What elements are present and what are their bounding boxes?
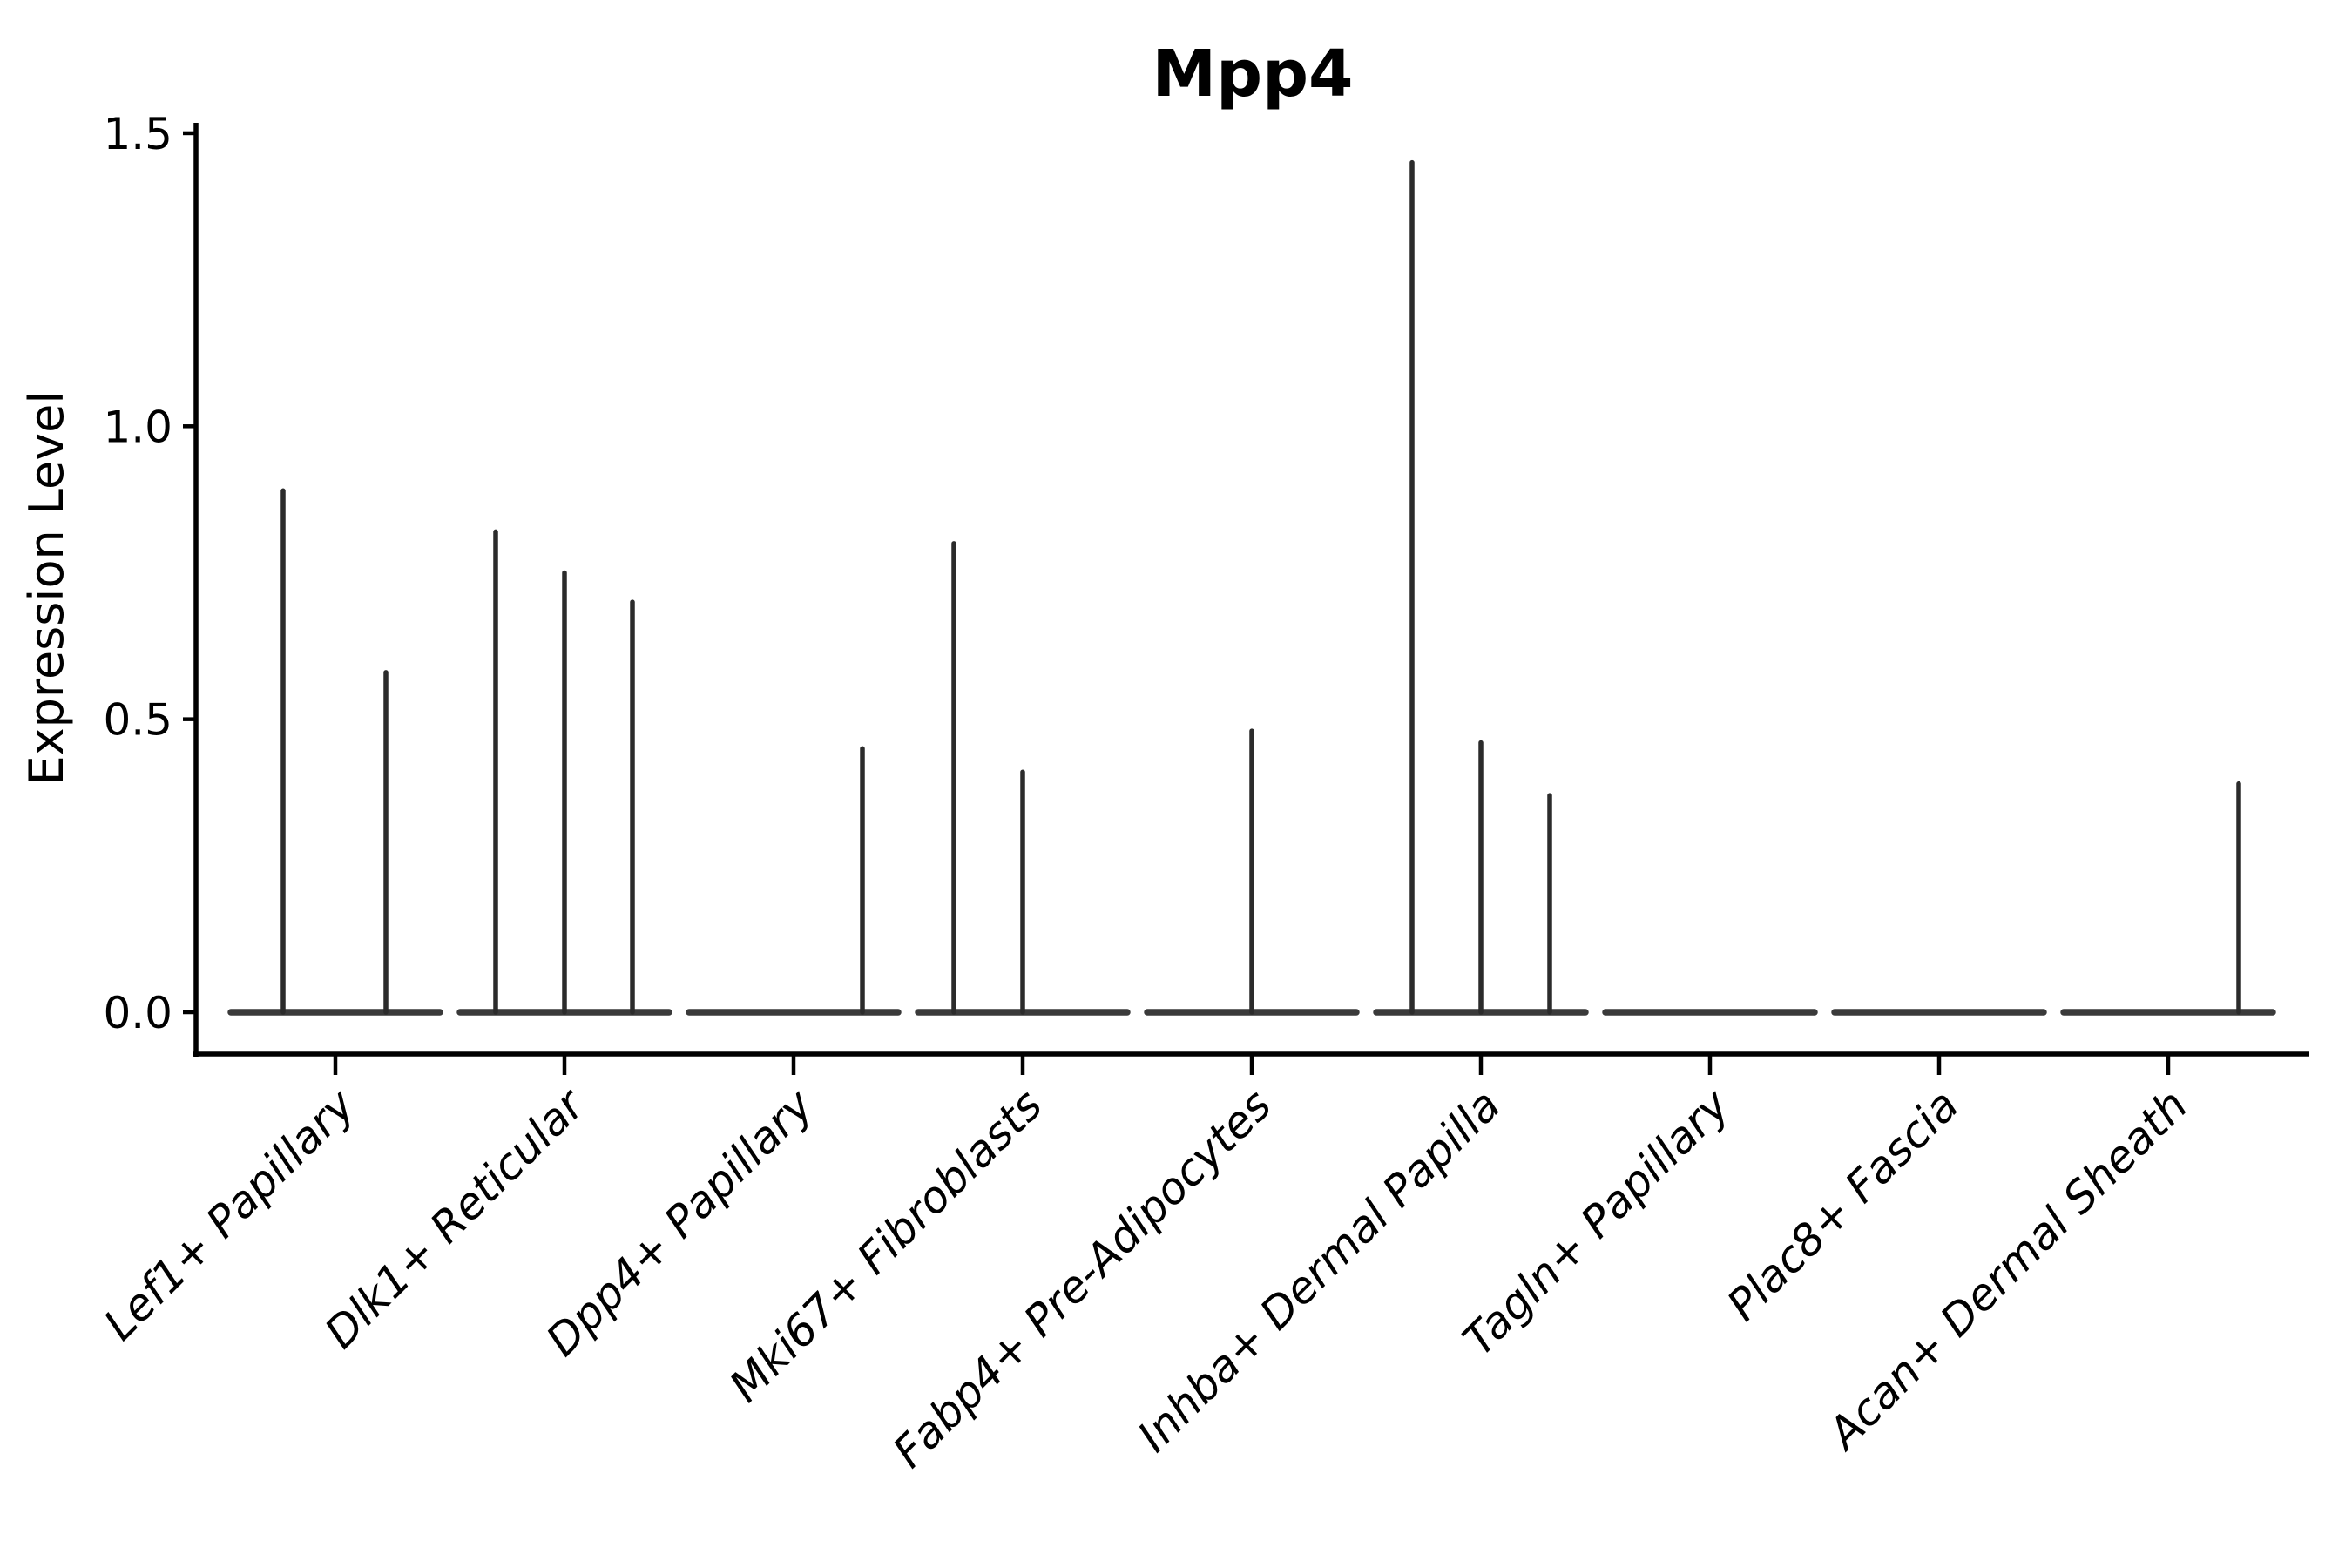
y-tick-label: 1.0 bbox=[103, 402, 172, 452]
x-tick-label: Plac8+ Fascia bbox=[1718, 1079, 1969, 1330]
x-tick-label: Acan+ Dermal Sheath bbox=[1817, 1079, 2198, 1460]
y-axis: 0.0 0.5 1.0 1.5 bbox=[103, 109, 199, 1057]
y-ticks: 0.0 0.5 1.0 1.5 bbox=[103, 109, 196, 1038]
y-tick-label: 0.5 bbox=[103, 695, 172, 746]
x-tick-label: Lef1+ Papillary bbox=[94, 1078, 365, 1349]
x-tick-label: Inhba+ Dermal Papilla bbox=[1128, 1079, 1510, 1461]
violins bbox=[227, 159, 2276, 1016]
y-tick-label: 0.0 bbox=[103, 988, 172, 1038]
y-tick-label: 1.5 bbox=[103, 109, 172, 159]
chart-title: Mpp4 bbox=[1152, 37, 1353, 112]
y-axis-label: Expression Level bbox=[19, 391, 74, 786]
x-tick-label: Fabp4+ Pre-Adipocytes bbox=[883, 1079, 1281, 1477]
